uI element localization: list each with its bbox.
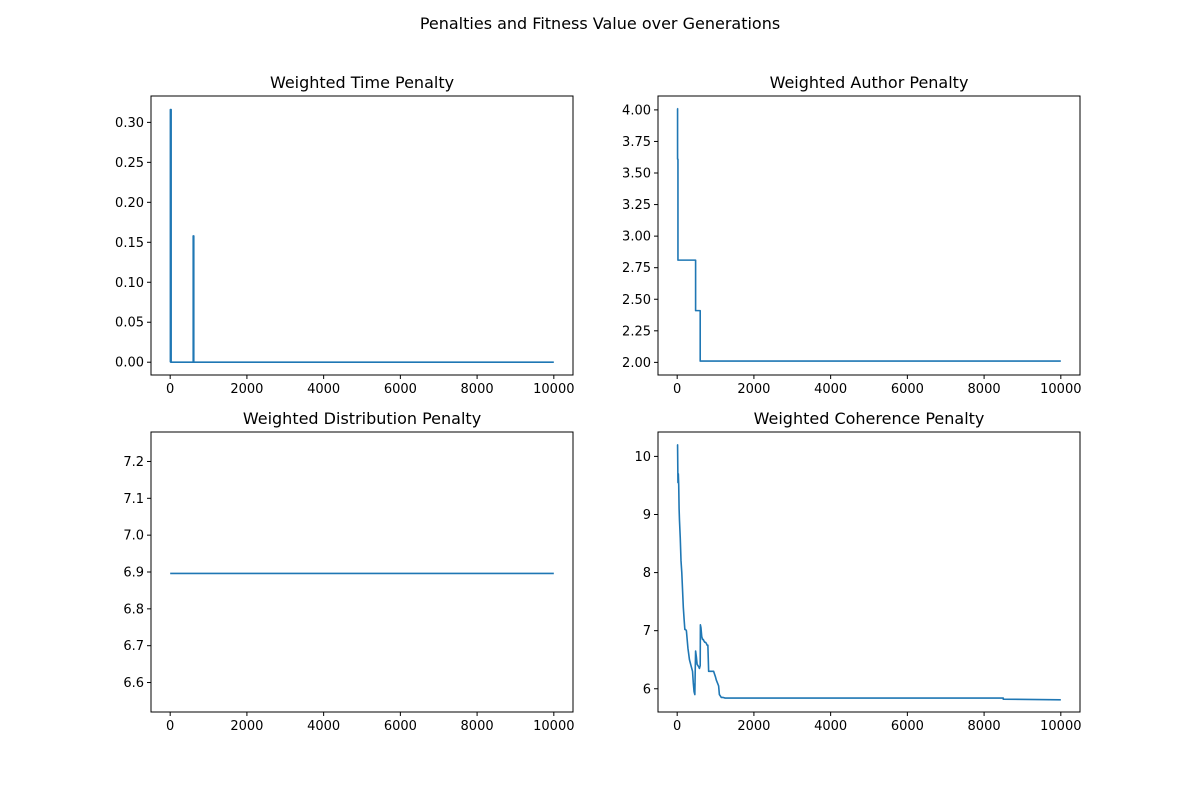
subplot-2: Weighted Author Penalty 0 2000 4000 6000 8000… — [622, 73, 1081, 397]
x-tick-label: 4000 — [814, 719, 847, 734]
axes-frame — [657, 95, 1081, 376]
series-line-1 — [676, 443, 1061, 701]
series-line-1 — [676, 107, 1061, 362]
x-tick-label: 8000 — [461, 719, 494, 734]
subplot-title: Weighted Distribution Penalty — [243, 409, 481, 428]
axes-frame — [150, 431, 574, 713]
subplot-title: Weighted Author Penalty — [770, 73, 969, 92]
x-tick-label: 6000 — [891, 719, 924, 734]
y-tick-label: 4.00 — [622, 103, 651, 118]
x-tick-label: 0 — [673, 719, 681, 734]
y-tick-label: 9 — [643, 508, 651, 523]
y-tick-label: 0.00 — [115, 356, 144, 371]
y-tick-label: 3.00 — [622, 230, 651, 245]
y-tick-label: 0.05 — [115, 316, 144, 331]
y-tick-label: 6.8 — [123, 602, 144, 617]
axes-frame — [657, 431, 1081, 713]
y-tick-label: 6 — [643, 682, 651, 697]
x-tick-label: 0 — [166, 382, 174, 397]
y-tick-label: 7.1 — [123, 492, 144, 507]
x-tick-label: 2000 — [230, 719, 263, 734]
x-tick-label: 2000 — [737, 382, 770, 397]
x-tick-label: 4000 — [307, 382, 340, 397]
x-tick-label: 10000 — [533, 382, 574, 397]
y-tick-label: 2.75 — [622, 261, 651, 276]
y-tick-label: 10 — [634, 450, 651, 465]
series-line-1 — [169, 108, 554, 364]
y-tick-label: 3.25 — [622, 198, 651, 213]
x-tick-label: 4000 — [307, 719, 340, 734]
y-tick-label: 7.2 — [123, 455, 144, 470]
x-tick-label: 8000 — [968, 382, 1001, 397]
y-tick-label: 3.50 — [622, 167, 651, 182]
axes-frame — [150, 95, 574, 376]
y-tick-label: 7 — [643, 624, 651, 639]
y-tick-label: 7.0 — [123, 529, 144, 544]
x-tick-label: 8000 — [968, 719, 1001, 734]
y-tick-label: 0.25 — [115, 156, 144, 171]
y-tick-label: 3.75 — [622, 135, 651, 150]
y-tick-label: 0.10 — [115, 276, 144, 291]
y-tick-label: 0.20 — [115, 196, 144, 211]
y-tick-label: 2.00 — [622, 356, 651, 371]
y-tick-label: 2.50 — [622, 293, 651, 308]
y-tick-label: 6.6 — [123, 676, 144, 691]
subplot-4: Weighted Coherence Penalty 0 2000 4000 6000 8… — [634, 409, 1081, 734]
x-tick-label: 4000 — [814, 382, 847, 397]
subplot-1: Weighted Time Penalty 0 2000 4000 6000 8000 10… — [115, 73, 574, 397]
subplot-3: Weighted Distribution Penalty 0 2000 4000 60… — [123, 409, 574, 734]
y-tick-label: 0.15 — [115, 236, 144, 251]
subplot-title: Weighted Coherence Penalty — [754, 409, 985, 428]
x-tick-label: 10000 — [1040, 719, 1081, 734]
x-tick-label: 10000 — [533, 719, 574, 734]
y-tick-label: 8 — [643, 566, 651, 581]
x-tick-label: 6000 — [891, 382, 924, 397]
y-tick-label: 0.30 — [115, 116, 144, 131]
x-tick-label: 0 — [166, 719, 174, 734]
x-tick-label: 0 — [673, 382, 681, 397]
y-tick-label: 6.7 — [123, 639, 144, 654]
x-tick-label: 8000 — [461, 382, 494, 397]
y-tick-label: 2.25 — [622, 324, 651, 339]
x-tick-label: 2000 — [737, 719, 770, 734]
figure-suptitle: Penalties and Fitness Value over Generat… — [420, 14, 780, 33]
subplot-title: Weighted Time Penalty — [270, 73, 454, 92]
x-tick-label: 6000 — [384, 719, 417, 734]
y-tick-label: 6.9 — [123, 566, 144, 581]
x-tick-label: 2000 — [230, 382, 263, 397]
x-tick-label: 10000 — [1040, 382, 1081, 397]
x-tick-label: 6000 — [384, 382, 417, 397]
